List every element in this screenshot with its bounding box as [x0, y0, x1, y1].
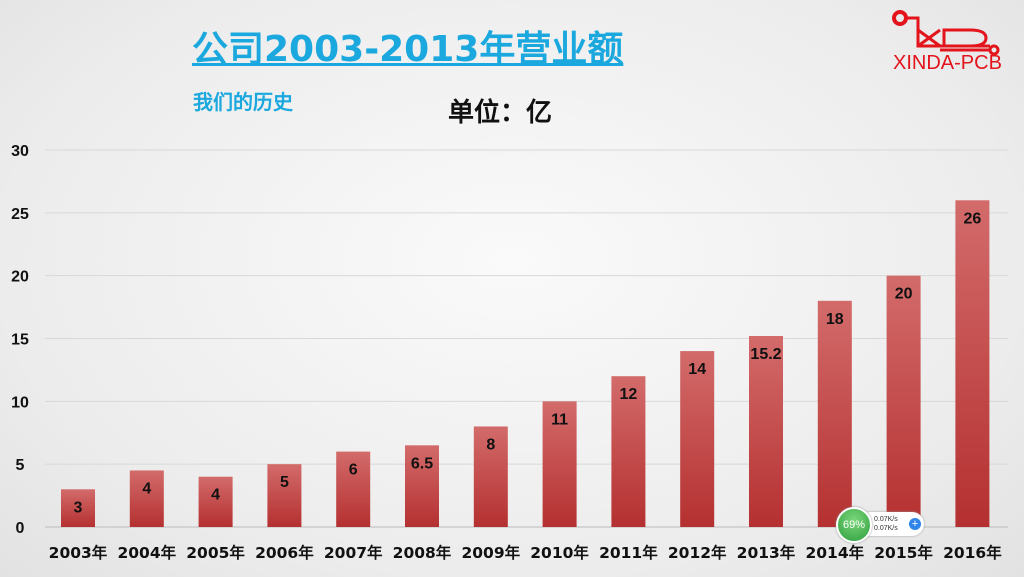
x-tick-label: 2008年 — [393, 543, 452, 562]
xinda-logo-icon — [892, 10, 1000, 56]
data-label: 5 — [280, 474, 289, 491]
y-tick-label: 30 — [11, 143, 29, 160]
data-label: 18 — [826, 311, 844, 328]
data-label: 11 — [551, 411, 568, 428]
data-label: 20 — [895, 286, 913, 303]
x-tick-label: 2012年 — [668, 543, 727, 562]
upload-speed: 0.07K/s — [874, 516, 898, 523]
x-tick-label: 2003年 — [49, 543, 108, 562]
x-tick-label: 2011年 — [599, 543, 658, 562]
bar — [198, 476, 233, 527]
data-label: 12 — [620, 386, 638, 403]
data-label: 8 — [486, 436, 495, 453]
data-label: 6 — [349, 462, 358, 479]
x-tick-label: 2016年 — [943, 543, 1002, 562]
data-label: 4 — [211, 487, 220, 504]
bar — [336, 451, 371, 527]
data-label: 4 — [142, 480, 151, 497]
x-tick-label: 2006年 — [255, 543, 314, 562]
y-tick-label: 25 — [11, 206, 29, 223]
x-tick-label: 2009年 — [461, 543, 520, 562]
bar — [61, 489, 95, 527]
y-tick-label: 0 — [16, 520, 25, 537]
data-label: 14 — [688, 361, 706, 378]
y-tick-label: 20 — [11, 269, 29, 286]
data-label: 6.5 — [411, 455, 433, 472]
memory-percent[interactable]: 69% — [836, 507, 872, 543]
data-label: 26 — [964, 210, 982, 227]
y-tick-label: 5 — [16, 457, 25, 474]
x-tick-label: 2005年 — [186, 543, 245, 562]
logo-text: XINDA-PCB — [893, 52, 1002, 74]
x-tick-label: 2010年 — [530, 543, 589, 562]
plus-icon[interactable]: + — [909, 518, 921, 530]
subtitle: 我们的历史 — [193, 90, 293, 114]
data-label: 3 — [74, 499, 83, 516]
bar — [955, 200, 990, 527]
y-tick-label: 10 — [11, 394, 29, 411]
download-speed: 0.07K/s — [874, 525, 898, 532]
data-label: 15.2 — [750, 346, 781, 363]
bar — [542, 401, 577, 527]
unit-label: 单位：亿 — [448, 98, 553, 128]
x-tick-label: 2004年 — [117, 543, 176, 562]
x-tick-label: 2013年 — [737, 543, 796, 562]
x-tick-label: 2014年 — [805, 543, 864, 562]
bar — [405, 445, 439, 527]
bar — [611, 376, 646, 527]
page-title: 公司2003-2013年营业额 — [192, 29, 624, 70]
bar — [680, 351, 715, 527]
bar — [267, 464, 302, 527]
y-tick-label: 15 — [11, 332, 29, 349]
bar — [473, 426, 508, 527]
bar — [749, 335, 783, 527]
bar — [886, 275, 921, 527]
bar — [129, 470, 164, 527]
x-tick-label: 2007年 — [324, 543, 383, 562]
network-speed-widget[interactable]: 0.07K/s 0.07K/s + 69% — [836, 507, 926, 543]
x-tick-label: 2015年 — [874, 543, 933, 562]
bar — [817, 300, 852, 527]
